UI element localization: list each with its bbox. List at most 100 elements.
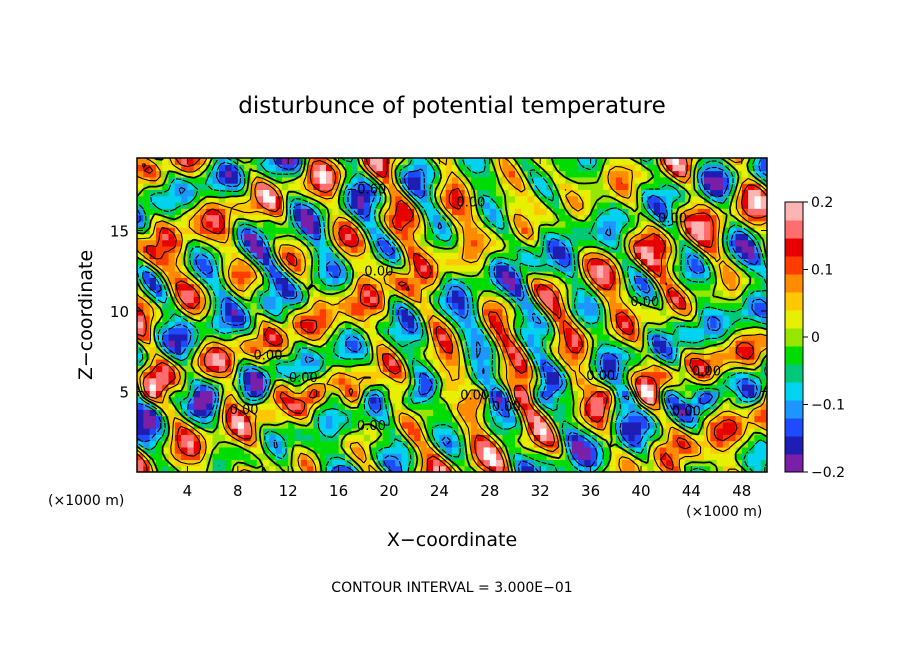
field-cell [200,308,207,316]
field-cell [433,245,440,253]
field-cell [401,264,409,272]
field-cell [697,421,705,429]
field-cell [596,264,604,272]
field-cell [281,296,289,304]
field-cell [332,233,340,241]
field-cell [741,409,749,417]
field-cell [351,459,359,467]
field-cell [407,440,415,448]
field-cell [540,321,548,329]
field-cell [225,390,233,398]
field-cell [470,315,478,322]
field-cell [565,459,573,467]
field-cell [420,271,428,278]
field-cell [691,277,699,285]
field-cell [546,233,554,241]
field-cell [143,315,151,322]
field-cell [659,340,667,347]
field-cell [496,446,503,454]
field-cell [571,421,579,429]
field-cell [552,390,560,398]
field-cell [722,453,730,461]
field-cell [578,176,585,184]
field-cell [697,289,705,297]
field-cell [357,415,365,423]
field-cell [452,384,459,391]
field-cell [641,258,648,266]
field-cell [288,390,296,398]
field-cell [641,208,648,216]
field-cell [521,415,529,423]
field-cell [483,465,491,472]
field-cell [237,264,245,272]
field-cell [546,440,554,448]
field-cell [678,446,686,454]
field-cell [678,396,686,404]
field-cell [344,227,352,234]
field-cell [615,446,623,454]
field-cell [357,277,365,285]
field-cell [502,289,510,297]
field-cell [546,164,554,172]
field-cell [137,302,144,310]
field-cell [741,377,749,385]
field-cell [244,233,251,241]
field-cell [496,271,503,278]
field-cell [748,245,755,253]
field-cell [143,459,151,467]
field-cell [678,302,686,310]
field-cell [414,252,422,260]
field-cell [754,271,762,278]
field-cell [458,164,466,172]
field-cell [691,453,699,461]
field-cell [622,453,629,461]
field-cell [552,176,560,184]
field-cell [596,459,604,467]
field-cell [256,252,264,260]
field-cell [143,440,151,448]
field-cell [382,252,390,260]
field-cell [540,302,548,310]
field-cell [300,170,308,178]
field-cell [716,377,724,385]
field-cell [370,409,377,417]
field-cell [552,220,560,228]
field-cell [760,289,767,297]
field-cell [168,233,176,241]
field-cell [496,428,503,435]
field-cell [735,296,743,304]
field-cell [395,453,403,461]
field-cell [307,245,314,253]
field-cell [565,453,573,461]
field-cell [552,158,560,165]
field-cell [244,415,251,423]
field-cell [263,465,270,472]
field-cell [332,170,340,178]
field-cell [237,220,245,228]
field-cell [389,346,396,354]
field-cell [527,220,535,228]
field-cell [760,402,767,410]
field-cell [571,428,579,435]
field-cell [710,239,718,247]
field-cell [426,358,434,366]
field-cell [691,428,699,435]
field-cell [678,352,686,360]
field-cell [464,252,472,260]
field-cell [231,302,239,310]
field-cell [622,227,629,234]
field-cell [716,201,724,209]
field-cell [502,371,510,379]
field-cell [691,402,699,410]
field-cell [710,346,718,354]
field-cell [483,396,491,404]
field-cell [269,415,277,423]
field-cell [760,440,767,448]
field-cell [212,271,220,278]
field-cell [590,346,598,354]
field-cell [212,358,220,366]
field-cell [420,327,428,335]
field-cell [647,164,655,172]
field-cell [647,402,655,410]
field-cell [307,315,314,322]
